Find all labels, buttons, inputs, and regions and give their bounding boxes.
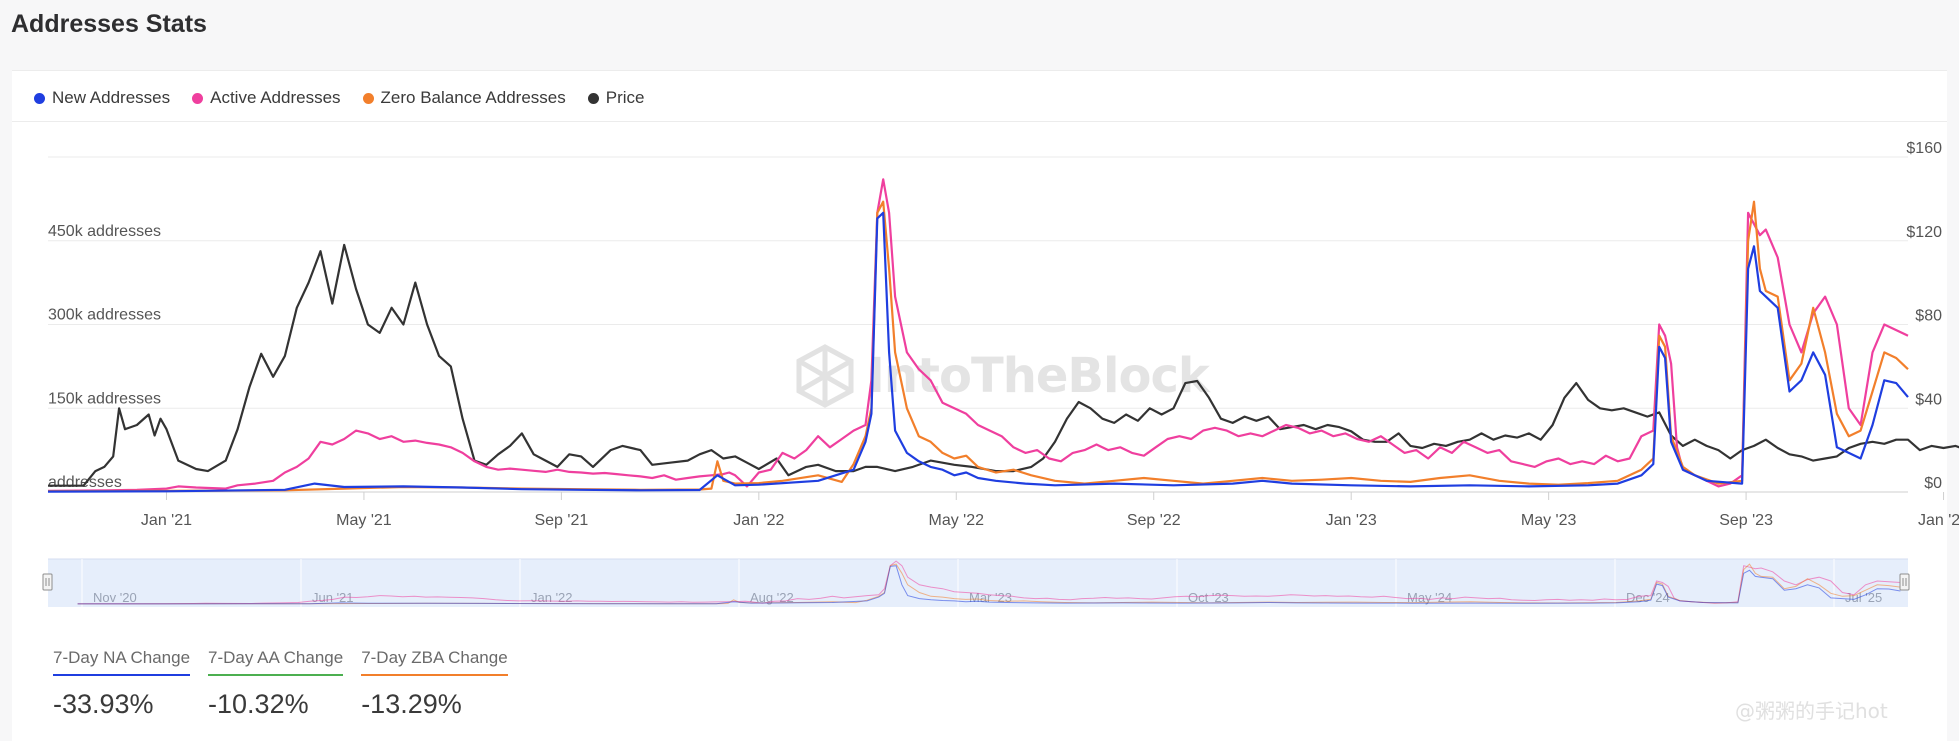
chart-grid <box>48 156 1908 493</box>
stat-label: 7-Day AA Change <box>208 648 344 676</box>
x-axis-tick-label: Sep '21 <box>534 512 588 529</box>
left-axis-tick-label: 150k addresses <box>48 390 161 407</box>
range-navigator: Nov '20 Jun '21 Jan '22 Aug '22 Mar '23 Oct '… <box>42 558 1910 607</box>
series-line-active-addresses <box>47 178 1909 492</box>
right-axis: $0 $40 $80 $120 $160 <box>1906 140 1942 492</box>
stat-aa-change: 7-Day AA Change -10.32% <box>208 648 344 720</box>
navigator-tick-label: May '24 <box>1407 590 1452 605</box>
left-axis-tick-label: 450k addresses <box>48 223 161 240</box>
x-axis: Jan '21 May '21 Sep '21 Jan '22 May '22 Sep '… <box>48 491 1959 529</box>
stat-label: 7-Day NA Change <box>53 648 191 676</box>
legend-label: New Addresses <box>52 88 171 107</box>
navigator-tick-label: Dec '24 <box>1626 590 1670 605</box>
legend-dot <box>587 92 599 104</box>
intotheblock-logo-icon <box>796 344 854 408</box>
chart-card <box>12 70 1947 741</box>
stat-value: -10.32% <box>208 689 309 719</box>
right-axis-tick-label: $120 <box>1906 224 1942 241</box>
legend-item-active-addresses[interactable]: Active Addresses <box>192 88 341 108</box>
navigator-right-handle[interactable] <box>1899 573 1910 591</box>
right-axis-tick-label: $80 <box>1915 308 1942 325</box>
right-axis-tick-label: $40 <box>1915 391 1942 408</box>
right-axis-tick-label: $0 <box>1924 475 1942 492</box>
legend-label: Price <box>605 88 645 107</box>
page-title: Addresses Stats <box>11 10 207 38</box>
legend-divider <box>12 121 1947 122</box>
navigator-line-new-addresses <box>77 565 1901 605</box>
x-axis-tick-label: Sep '22 <box>1127 512 1181 529</box>
handle-box <box>1899 573 1910 591</box>
legend-item-price[interactable]: Price <box>587 88 645 108</box>
legend-label: Active Addresses <box>210 88 341 107</box>
stat-value: -33.93% <box>53 689 154 719</box>
stat-na-change: 7-Day NA Change -33.93% <box>53 648 191 720</box>
stat-label: 7-Day ZBA Change <box>361 648 508 676</box>
navigator-tick-label: Oct '23 <box>1188 590 1229 605</box>
right-axis-tick-label: $160 <box>1906 140 1942 157</box>
series-line-zero-balance-addresses <box>47 200 1909 493</box>
chart-legend: New Addresses Active Addresses Zero Bala… <box>34 87 644 109</box>
x-axis-tick-label: Jan '24 <box>1918 512 1959 529</box>
navigator-tick-label: Jan '22 <box>531 590 573 605</box>
navigator-tick-label: Nov '20 <box>93 590 137 605</box>
legend-label: Zero Balance Addresses <box>380 88 566 107</box>
navigator-line-active-addresses <box>77 560 1901 605</box>
navigator-tick-label: Jun '21 <box>312 590 354 605</box>
legend-item-zero-balance-addresses[interactable]: Zero Balance Addresses <box>362 88 566 108</box>
series-lines <box>47 178 1959 493</box>
x-axis-tick-label: Jan '23 <box>1326 512 1377 529</box>
x-axis-tick-label: May '21 <box>336 512 392 529</box>
stat-zba-change: 7-Day ZBA Change -13.29% <box>361 648 508 720</box>
x-axis-tick-label: Sep '23 <box>1719 512 1773 529</box>
x-axis-tick-label: Jan '22 <box>733 512 784 529</box>
left-axis-tick-label: 300k addresses <box>48 307 161 324</box>
x-axis-tick-label: May '23 <box>1521 512 1577 529</box>
x-axis-tick-label: Jan '21 <box>141 512 192 529</box>
series-line-price <box>48 243 1959 487</box>
legend-dot <box>362 92 374 104</box>
legend-dot <box>192 92 204 104</box>
navigator-tick-label: Jul '25 <box>1845 590 1882 605</box>
navigator-left-handle[interactable] <box>42 573 53 591</box>
watermark-text: IntoTheBlock <box>867 348 1210 404</box>
credit-watermark: @粥粥的手记hot <box>1735 699 1888 723</box>
watermark: IntoTheBlock <box>795 343 1210 409</box>
stats-row: 7-Day NA Change -33.93% 7-Day AA Change … <box>53 648 508 720</box>
series-line-new-addresses <box>47 211 1909 493</box>
legend-item-new-addresses[interactable]: New Addresses <box>34 88 170 108</box>
x-axis-tick-label: May '22 <box>929 512 985 529</box>
stat-value: -13.29% <box>361 689 462 719</box>
handle-box <box>42 573 53 591</box>
legend-dot <box>34 92 45 104</box>
